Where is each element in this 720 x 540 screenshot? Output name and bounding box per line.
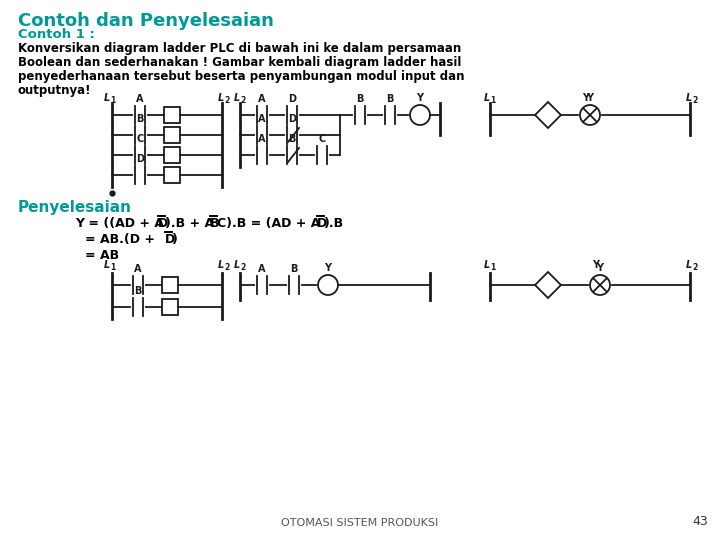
Text: Penyelesaian: Penyelesaian — [18, 200, 132, 215]
Text: Y: Y — [325, 263, 331, 273]
Text: Y: Y — [592, 260, 599, 270]
Text: D: D — [136, 154, 144, 164]
Text: D: D — [165, 233, 175, 246]
Text: L: L — [218, 93, 224, 103]
Text: A: A — [136, 94, 144, 104]
Text: ).B: ).B — [324, 217, 344, 230]
Text: OTOMASI SISTEM PRODUKSI: OTOMASI SISTEM PRODUKSI — [282, 518, 438, 528]
Text: = AB.(D +: = AB.(D + — [85, 233, 159, 246]
Text: A: A — [258, 94, 266, 104]
Text: B: B — [387, 94, 394, 104]
Text: L: L — [234, 93, 240, 103]
Text: B: B — [288, 134, 296, 144]
Text: B: B — [135, 286, 142, 296]
Text: 2: 2 — [240, 263, 246, 272]
Text: B: B — [210, 217, 220, 230]
Text: outputnya!: outputnya! — [18, 84, 91, 97]
Text: Y: Y — [582, 93, 589, 103]
Text: C: C — [318, 134, 325, 144]
Text: 1: 1 — [490, 96, 495, 105]
Text: 43: 43 — [692, 515, 708, 528]
Bar — [162, 299, 178, 315]
Text: A: A — [258, 114, 266, 124]
Text: Y: Y — [416, 93, 423, 103]
Bar — [164, 147, 180, 163]
Text: Contoh dan Penyelesaian: Contoh dan Penyelesaian — [18, 12, 274, 30]
Text: D: D — [158, 217, 168, 230]
Text: Y: Y — [587, 93, 593, 103]
Text: D: D — [288, 114, 296, 124]
Text: L: L — [484, 260, 490, 270]
Text: 2: 2 — [240, 96, 246, 105]
Text: L: L — [686, 260, 692, 270]
Text: L: L — [104, 260, 110, 270]
Text: Konversikan diagram ladder PLC di bawah ini ke dalam persamaan: Konversikan diagram ladder PLC di bawah … — [18, 42, 462, 55]
Text: Contoh 1 :: Contoh 1 : — [18, 28, 95, 41]
Text: A: A — [134, 264, 142, 274]
Text: 1: 1 — [490, 263, 495, 272]
Text: B: B — [136, 114, 144, 124]
Text: D: D — [288, 94, 296, 104]
Bar — [164, 167, 180, 183]
Text: L: L — [484, 93, 490, 103]
Text: A: A — [258, 134, 266, 144]
Text: D: D — [317, 217, 328, 230]
Text: A: A — [258, 264, 266, 274]
Text: penyederhanaan tersebut beserta penyambungan modul input dan: penyederhanaan tersebut beserta penyambu… — [18, 70, 464, 83]
Text: Y = ((AD + A: Y = ((AD + A — [75, 217, 164, 230]
Text: = AB: = AB — [85, 249, 119, 262]
Text: 1: 1 — [110, 263, 115, 272]
Text: B: B — [356, 94, 364, 104]
Text: Y: Y — [596, 263, 603, 273]
Text: ): ) — [172, 233, 178, 246]
Bar — [164, 107, 180, 123]
Text: 2: 2 — [692, 263, 697, 272]
Text: 2: 2 — [692, 96, 697, 105]
Text: 2: 2 — [224, 263, 229, 272]
Text: L: L — [218, 260, 224, 270]
Text: C).B = (AD + A: C).B = (AD + A — [217, 217, 320, 230]
Bar — [162, 277, 178, 293]
Text: ).B + A: ).B + A — [165, 217, 214, 230]
Bar — [164, 127, 180, 143]
Text: 1: 1 — [110, 96, 115, 105]
Text: C: C — [136, 134, 143, 144]
Text: 2: 2 — [224, 96, 229, 105]
Text: L: L — [104, 93, 110, 103]
Text: L: L — [686, 93, 692, 103]
Text: B: B — [290, 264, 297, 274]
Text: L: L — [234, 260, 240, 270]
Text: Boolean dan sederhanakan ! Gambar kembali diagram ladder hasil: Boolean dan sederhanakan ! Gambar kembal… — [18, 56, 462, 69]
